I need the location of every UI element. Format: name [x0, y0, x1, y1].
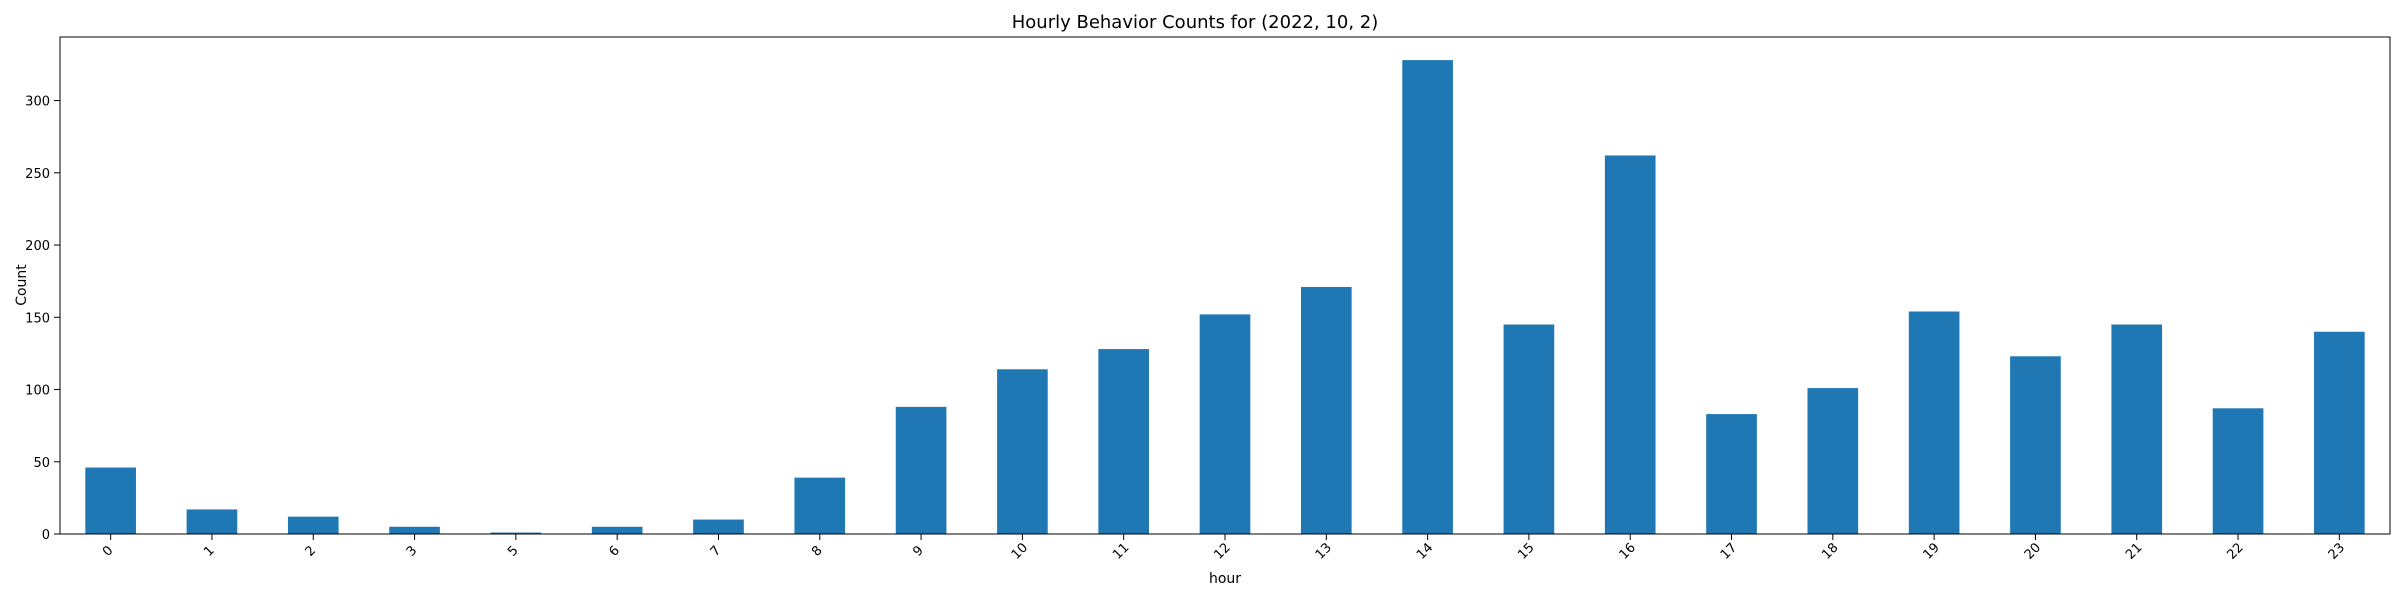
bar-hour-16	[1604, 155, 1656, 534]
bar-hour-23	[2314, 331, 2365, 534]
bar-hour-7	[693, 519, 744, 534]
x-tick-label: 5	[505, 543, 521, 559]
bar-hour-6	[591, 526, 643, 534]
y-tick-label: 200	[25, 239, 50, 254]
x-tick-label: 3	[404, 543, 420, 559]
x-tick-label: 9	[910, 543, 926, 559]
bar-hour-15	[1503, 324, 1555, 534]
x-tick-label: 0	[100, 543, 116, 559]
bar-hour-1	[186, 509, 238, 534]
bar-hour-9	[895, 406, 947, 534]
bar-hour-20	[2010, 356, 2061, 534]
x-tick-label: 15	[1515, 540, 1537, 562]
y-tick-label: 0	[42, 528, 50, 543]
x-axis: 0 1 2 3 5 6 7 8 9 10 11 12 13 14 15 16 17 18 19 20 21 22 23	[100, 534, 2348, 563]
y-tick-label: 150	[25, 311, 50, 326]
bar-hour-10	[997, 369, 1048, 534]
bar-hour-18	[1807, 388, 1859, 534]
x-tick-label: 7	[708, 543, 724, 559]
y-tick-label: 100	[25, 384, 50, 399]
bar-hour-3	[389, 526, 440, 534]
x-tick-label: 14	[1414, 540, 1436, 562]
x-tick-label: 17	[1718, 540, 1740, 562]
bar-hour-22	[2212, 408, 2264, 534]
x-tick-label: 18	[1819, 540, 1841, 562]
x-tick-label: 6	[606, 543, 622, 559]
y-axis: 0 50 100 150 200 250 300	[25, 95, 60, 543]
x-tick-label: 21	[2123, 540, 2145, 562]
bars-group	[85, 60, 2365, 535]
x-tick-label: 12	[1211, 540, 1233, 562]
bar-hour-8	[794, 477, 846, 534]
x-tick-label: 11	[1110, 540, 1132, 562]
x-tick-label: 22	[2224, 540, 2246, 562]
x-tick-label: 10	[1009, 540, 1031, 562]
bar-hour-21	[2111, 324, 2163, 534]
bar-hour-14	[1402, 60, 1453, 535]
x-tick-label: 20	[2022, 540, 2044, 562]
x-axis-label: hour	[1209, 571, 1241, 587]
x-tick-label: 23	[2326, 540, 2348, 562]
y-tick-label: 250	[25, 167, 50, 182]
x-tick-label: 16	[1617, 540, 1639, 562]
chart-title: Hourly Behavior Counts for (2022, 10, 2)	[1012, 12, 1379, 33]
bar-hour-5	[490, 532, 542, 534]
x-tick-label: 8	[809, 543, 825, 559]
bar-hour-13	[1300, 286, 1352, 534]
y-tick-label: 300	[25, 95, 50, 110]
bar-hour-17	[1706, 414, 1757, 534]
bar-hour-0	[85, 467, 136, 534]
y-tick-label: 50	[33, 456, 50, 471]
x-tick-label: 19	[1921, 540, 1943, 562]
x-tick-label: 2	[303, 543, 319, 559]
bar-hour-19	[1908, 311, 1960, 534]
plot-frame	[59, 36, 2391, 535]
x-tick-label: 1	[201, 543, 217, 559]
bar-hour-2	[287, 516, 339, 534]
x-tick-label: 13	[1313, 540, 1335, 562]
y-axis-label: Count	[14, 264, 30, 306]
bar-hour-11	[1098, 349, 1150, 534]
bar-hour-12	[1199, 314, 1251, 534]
